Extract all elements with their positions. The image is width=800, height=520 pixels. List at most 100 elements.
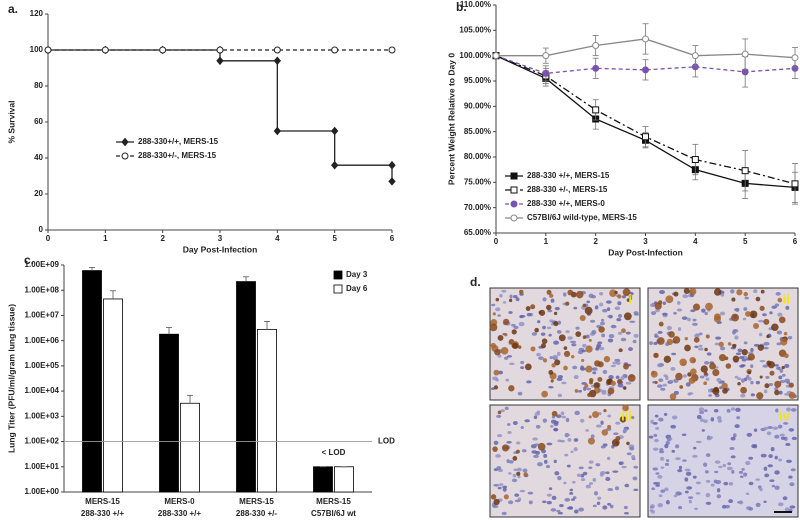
marker [159, 46, 167, 54]
nucleus [572, 480, 576, 484]
nucleus [768, 327, 772, 331]
nucleus [783, 422, 789, 425]
nucleus [585, 429, 589, 432]
nucleus [633, 488, 639, 492]
nucleus [778, 458, 783, 462]
nucleus [495, 307, 501, 312]
nucleus [653, 341, 658, 345]
x-tick-label: 5 [743, 237, 748, 246]
stain [607, 424, 612, 429]
nucleus [497, 486, 502, 490]
tile-label: iv [779, 408, 791, 423]
nucleus [779, 368, 784, 373]
nucleus [774, 434, 780, 439]
nucleus [750, 364, 754, 369]
nucleus [632, 476, 638, 481]
stain [622, 404, 629, 412]
annotation: < LOD [322, 448, 346, 457]
nucleus [673, 311, 677, 315]
nucleus [573, 375, 579, 380]
nucleus [550, 508, 557, 512]
nucleus [768, 383, 774, 386]
nucleus [651, 487, 656, 491]
nucleus [548, 333, 552, 337]
stain [722, 388, 728, 394]
stain [494, 349, 501, 356]
y-tick-label: 100 [30, 45, 44, 54]
x-tick-label: MERS-15 [316, 497, 351, 506]
marker [121, 152, 129, 160]
stain [530, 346, 536, 352]
nucleus [706, 352, 712, 356]
nucleus [671, 449, 675, 453]
stain [654, 381, 658, 385]
stain [565, 301, 570, 306]
nucleus [681, 433, 687, 437]
x-tick-label: 288-330 +/- [236, 509, 277, 518]
stain [683, 288, 690, 295]
nucleus [753, 428, 758, 432]
stain [603, 355, 611, 363]
panel-label: b. [456, 0, 467, 14]
nucleus [508, 472, 512, 475]
x-tick-label: 6 [390, 234, 395, 243]
nucleus [612, 361, 618, 365]
nucleus [531, 332, 538, 336]
y-tick-label: 40 [34, 153, 43, 162]
stain [550, 379, 554, 383]
tile-label: iii [621, 408, 632, 423]
nucleus [788, 428, 795, 432]
nucleus [745, 461, 751, 466]
bar [313, 466, 333, 493]
nucleus [734, 335, 739, 340]
nucleus [666, 325, 672, 331]
nucleus [690, 309, 696, 313]
stain [500, 346, 509, 355]
nucleus [716, 494, 722, 499]
nucleus [743, 472, 748, 477]
stain [767, 361, 775, 369]
nucleus [664, 462, 670, 466]
nucleus [578, 507, 584, 512]
nucleus [546, 493, 552, 497]
nucleus [738, 500, 744, 505]
nucleus [612, 470, 619, 473]
nucleus [671, 415, 678, 420]
nucleus [709, 436, 713, 439]
nucleus [623, 505, 628, 510]
nucleus [765, 375, 770, 379]
nucleus [787, 335, 793, 340]
stain [656, 337, 665, 345]
nucleus [698, 332, 703, 336]
nucleus [502, 485, 508, 489]
stain [665, 295, 674, 304]
nucleus [704, 311, 708, 316]
stain [718, 341, 724, 347]
nucleus [705, 377, 710, 381]
marker [741, 50, 749, 58]
nucleus [553, 427, 558, 432]
error-bar [110, 290, 116, 299]
nucleus [614, 486, 620, 491]
nucleus [546, 326, 552, 330]
nucleus [664, 443, 669, 449]
nucleus [591, 329, 597, 335]
stain [737, 381, 741, 386]
nucleus [660, 466, 665, 469]
stain [784, 353, 789, 359]
stain [603, 409, 607, 413]
stain [548, 370, 554, 375]
stain [545, 304, 552, 311]
nucleus [575, 326, 580, 330]
nucleus [499, 483, 504, 487]
marker [642, 66, 649, 74]
nucleus [737, 348, 743, 353]
nucleus [789, 505, 796, 509]
nucleus [653, 482, 658, 485]
nucleus [714, 460, 721, 464]
nucleus [554, 420, 559, 425]
stain [558, 334, 566, 342]
nucleus [650, 419, 654, 424]
nucleus [770, 446, 775, 452]
nucleus [729, 447, 735, 450]
